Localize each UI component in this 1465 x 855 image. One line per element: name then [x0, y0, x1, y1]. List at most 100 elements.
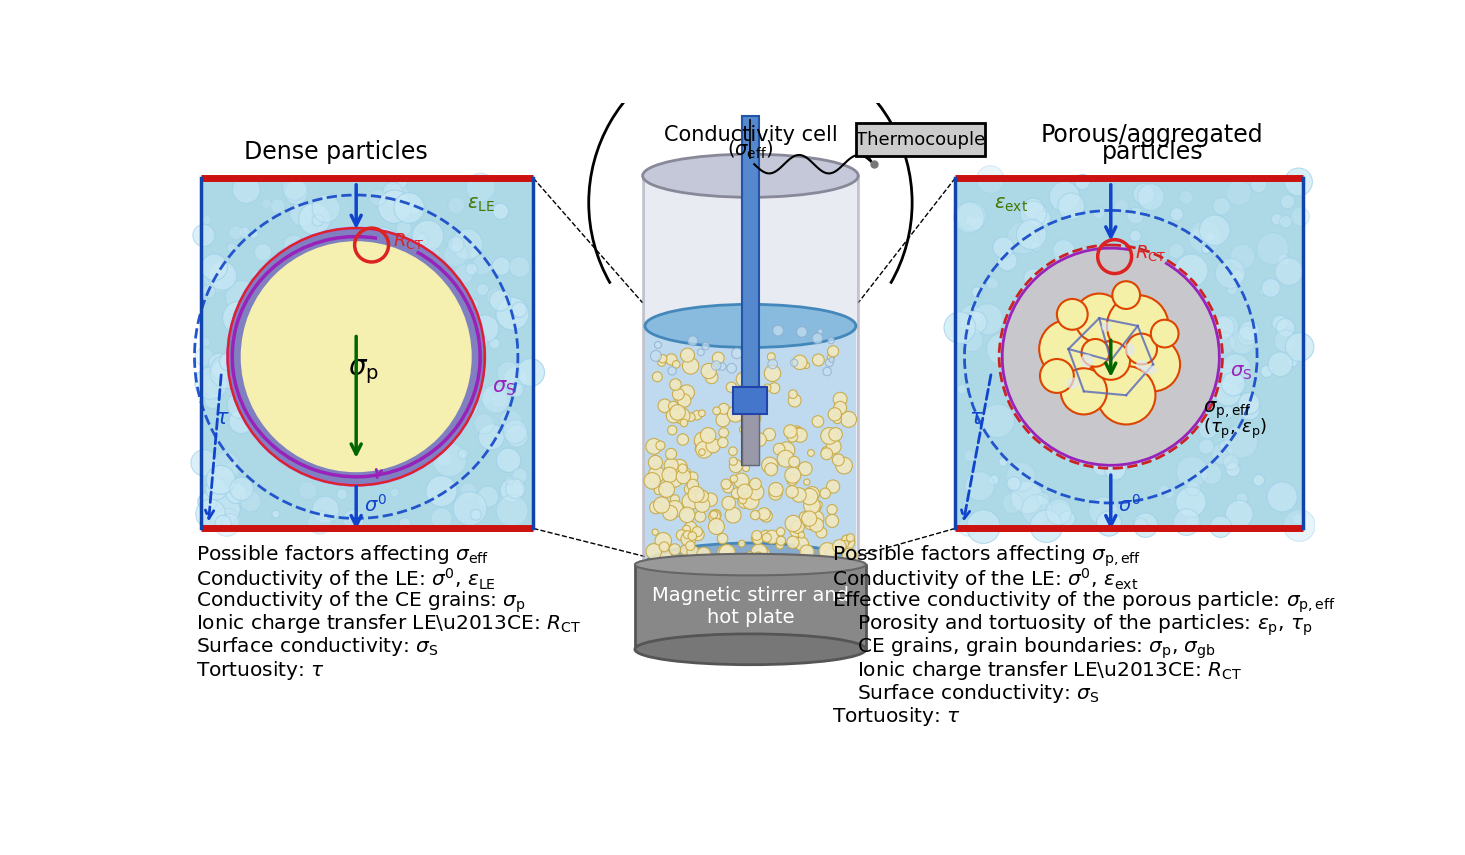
Circle shape	[207, 492, 240, 526]
Circle shape	[249, 229, 258, 239]
Circle shape	[500, 479, 523, 502]
Circle shape	[272, 394, 302, 423]
Circle shape	[793, 355, 807, 369]
Circle shape	[670, 379, 681, 391]
Circle shape	[677, 469, 690, 484]
Circle shape	[1131, 289, 1159, 316]
Circle shape	[665, 354, 677, 365]
Circle shape	[834, 401, 847, 415]
Circle shape	[1045, 375, 1067, 398]
Circle shape	[365, 258, 375, 269]
Circle shape	[385, 184, 409, 208]
Circle shape	[475, 414, 494, 434]
Circle shape	[825, 548, 837, 561]
Ellipse shape	[1125, 343, 1135, 357]
Circle shape	[718, 404, 730, 415]
Circle shape	[694, 432, 711, 449]
Circle shape	[472, 315, 498, 342]
Circle shape	[1094, 389, 1106, 401]
Circle shape	[727, 382, 737, 392]
Circle shape	[1269, 352, 1292, 376]
Text: Tortuosity: $\tau$: Tortuosity: $\tau$	[832, 705, 961, 728]
Circle shape	[1096, 511, 1122, 536]
Circle shape	[1023, 364, 1037, 380]
Circle shape	[967, 510, 1001, 544]
Circle shape	[1137, 184, 1165, 210]
Circle shape	[803, 363, 810, 369]
Circle shape	[491, 392, 507, 408]
Circle shape	[832, 454, 844, 466]
Circle shape	[272, 510, 280, 518]
Circle shape	[1173, 509, 1200, 535]
Circle shape	[1045, 413, 1078, 445]
Circle shape	[292, 279, 318, 306]
Text: Conductivity of the LE: $\sigma^0$, $\varepsilon_\mathrm{LE}$: Conductivity of the LE: $\sigma^0$, $\va…	[196, 566, 495, 592]
Circle shape	[769, 383, 779, 393]
Circle shape	[233, 333, 267, 366]
Circle shape	[372, 258, 382, 268]
Circle shape	[697, 547, 711, 561]
Circle shape	[202, 285, 215, 298]
Circle shape	[1040, 274, 1058, 292]
Circle shape	[752, 398, 765, 410]
Circle shape	[1036, 211, 1050, 226]
Circle shape	[1210, 315, 1235, 339]
Circle shape	[1188, 221, 1222, 254]
Circle shape	[709, 518, 724, 534]
Circle shape	[331, 234, 343, 245]
Circle shape	[658, 399, 671, 413]
Ellipse shape	[643, 154, 858, 198]
Circle shape	[1050, 274, 1061, 286]
Circle shape	[667, 409, 681, 423]
Circle shape	[1236, 492, 1248, 504]
Circle shape	[309, 375, 327, 393]
Circle shape	[737, 372, 750, 386]
Circle shape	[489, 290, 511, 311]
Circle shape	[829, 357, 834, 363]
Circle shape	[1212, 443, 1234, 465]
Circle shape	[1176, 486, 1206, 517]
Circle shape	[396, 422, 404, 429]
Circle shape	[730, 460, 743, 473]
Circle shape	[964, 311, 987, 333]
Circle shape	[977, 166, 1004, 193]
Circle shape	[684, 469, 690, 475]
Circle shape	[365, 416, 382, 433]
Circle shape	[1088, 497, 1118, 526]
Circle shape	[208, 262, 237, 290]
Circle shape	[505, 479, 526, 498]
Circle shape	[454, 264, 473, 283]
Circle shape	[223, 301, 256, 334]
Circle shape	[1028, 292, 1049, 313]
Circle shape	[965, 472, 995, 501]
Circle shape	[826, 439, 841, 454]
Circle shape	[957, 202, 986, 231]
Circle shape	[1149, 297, 1166, 314]
Circle shape	[687, 413, 696, 422]
Text: Surface conductivity: $\sigma_\mathrm{S}$: Surface conductivity: $\sigma_\mathrm{S}…	[857, 681, 1099, 705]
Circle shape	[504, 367, 527, 391]
Circle shape	[659, 542, 670, 551]
Circle shape	[954, 202, 984, 233]
Circle shape	[738, 540, 746, 547]
Circle shape	[1276, 319, 1295, 337]
Circle shape	[371, 256, 385, 271]
Circle shape	[397, 178, 407, 188]
Circle shape	[229, 226, 243, 239]
Circle shape	[788, 394, 801, 407]
Text: particles: particles	[1102, 140, 1203, 164]
Circle shape	[1292, 514, 1304, 524]
Circle shape	[986, 333, 1020, 366]
Circle shape	[371, 324, 378, 333]
Circle shape	[649, 466, 665, 482]
Circle shape	[718, 437, 728, 448]
Bar	[634, 564, 866, 649]
Circle shape	[1185, 516, 1197, 528]
Circle shape	[807, 510, 823, 527]
Circle shape	[1171, 208, 1184, 221]
Circle shape	[255, 244, 271, 261]
Text: Thermocouple: Thermocouple	[856, 131, 984, 149]
Circle shape	[401, 209, 410, 220]
Circle shape	[841, 411, 857, 428]
Circle shape	[655, 486, 662, 495]
